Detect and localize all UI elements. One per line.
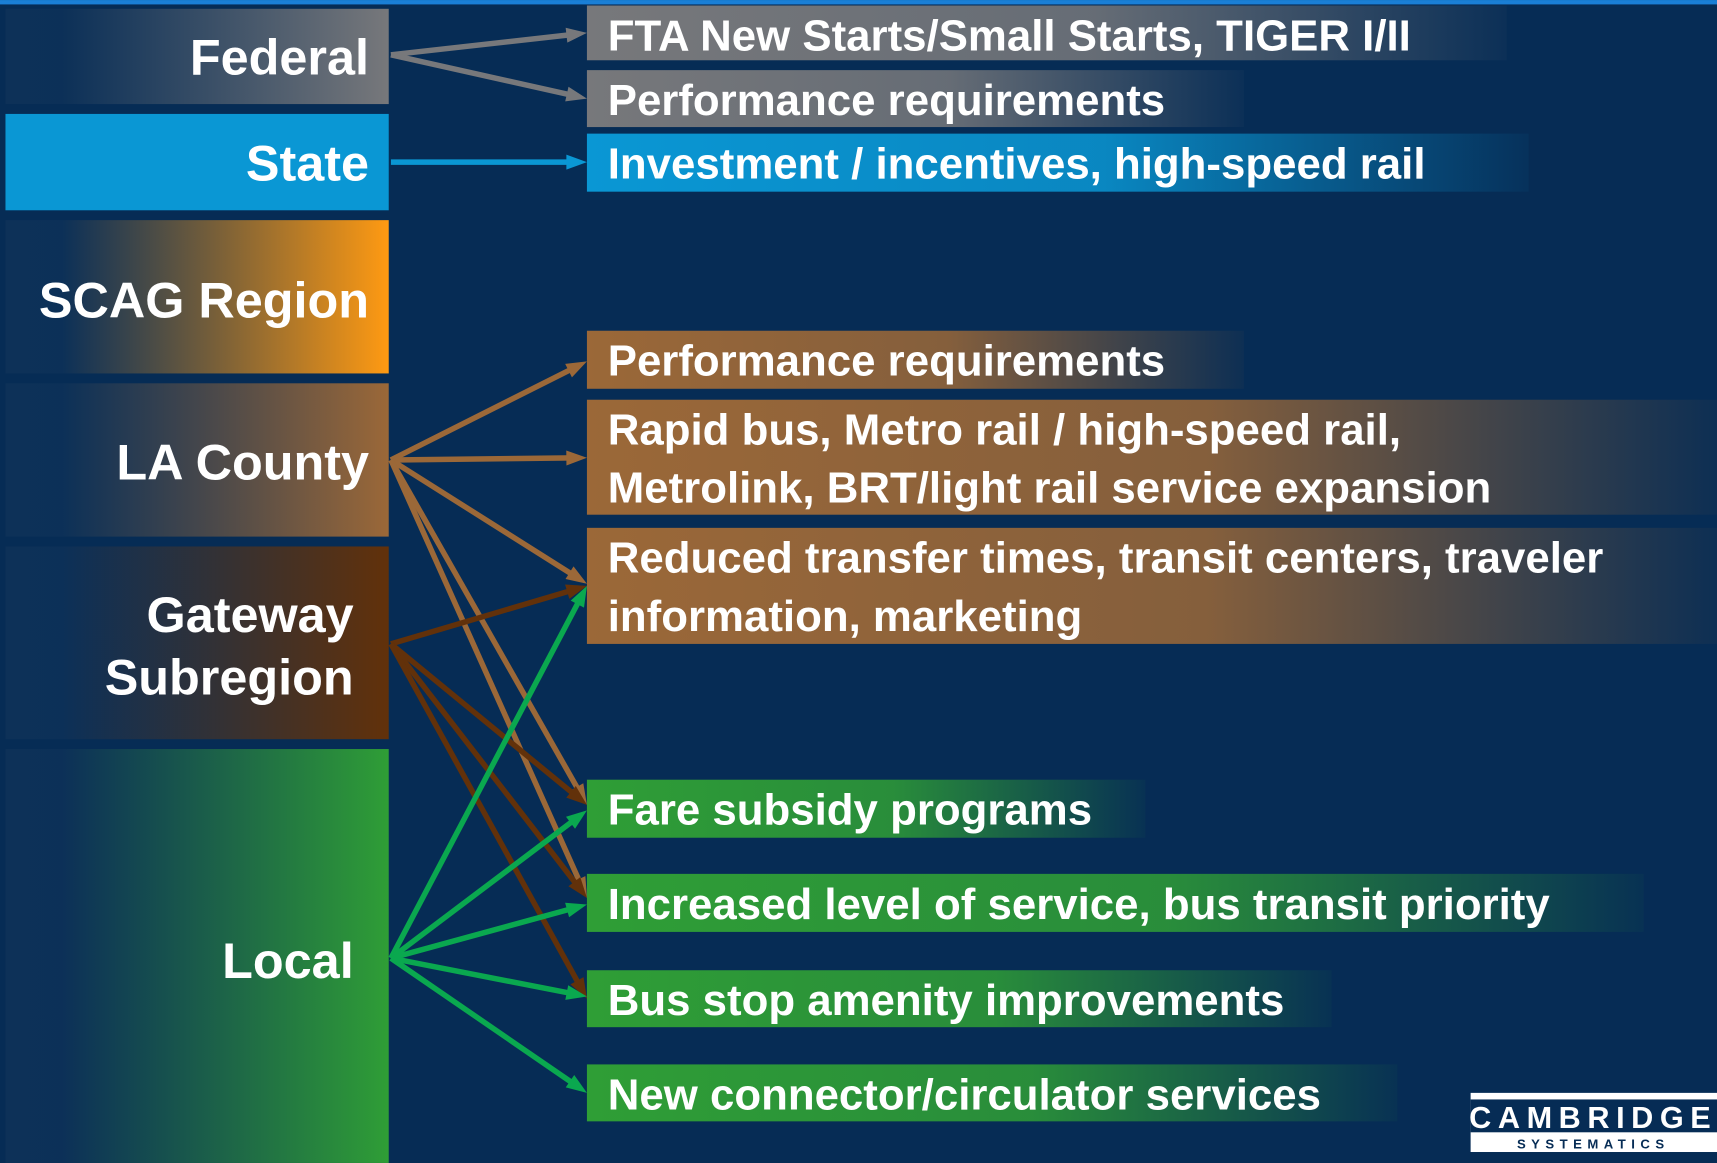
arrow: [390, 52, 575, 99]
arrow: [388, 642, 582, 890]
item-label: Metrolink, BRT/light rail service expans…: [608, 464, 1491, 513]
arrow: [390, 455, 574, 463]
top-rule: [0, 0, 1717, 5]
arrow: [389, 457, 578, 579]
arrow: [390, 586, 576, 647]
level-box: [5, 220, 389, 374]
item-box: [586, 779, 1146, 838]
item-box: [586, 330, 1244, 389]
arrow: [388, 642, 583, 989]
item-box: [586, 873, 1644, 932]
arrow-head: [565, 810, 587, 829]
arrow: [389, 816, 579, 961]
item-box: [586, 527, 1717, 644]
arrow: [389, 641, 579, 799]
item-label: information, marketing: [608, 592, 1083, 641]
arrow-head: [566, 154, 587, 170]
arrow: [388, 458, 583, 795]
arrow-head: [570, 585, 587, 608]
level-box: [5, 113, 389, 211]
level-label: Gateway: [147, 586, 354, 643]
arrow: [389, 364, 577, 463]
item-box: [586, 133, 1529, 192]
level-box: [5, 383, 389, 537]
arrow-head: [566, 450, 587, 466]
level-label: State: [246, 135, 369, 192]
item-box: [586, 1064, 1398, 1122]
level-box: [5, 8, 389, 105]
item-label: FTA New Starts/Small Starts, TIGER I/II: [608, 11, 1411, 60]
arrow-head: [570, 977, 587, 999]
item-label: Performance requirements: [608, 76, 1165, 125]
arrow-head: [565, 86, 587, 102]
arrow-head: [565, 361, 587, 378]
arrow-head: [565, 584, 587, 599]
logo: CAMBRIDGE SYSTEMATICS: [1469, 1092, 1717, 1153]
item-label: New connector/circulator services: [608, 1070, 1321, 1119]
arrow-head: [565, 902, 587, 918]
arrow-head: [565, 27, 587, 43]
item-box: [586, 70, 1244, 128]
logo-sub: SYSTEMATICS: [1517, 1137, 1670, 1152]
item-box: [586, 970, 1332, 1028]
arrows: [388, 27, 587, 1093]
arrow: [389, 955, 578, 1088]
arrow: [388, 596, 584, 960]
arrow-head: [566, 786, 587, 805]
level-label: Subregion: [105, 648, 354, 705]
item-label: Increased level of service, bus transit …: [608, 880, 1551, 929]
arrow-head: [568, 877, 587, 898]
item-label: Fare subsidy programs: [608, 786, 1092, 835]
item-label: Bus stop amenity improvements: [608, 976, 1285, 1025]
arrow-head: [565, 566, 587, 584]
level-label: Local: [222, 932, 354, 989]
item-box: [586, 5, 1507, 61]
level-label: SCAG Region: [39, 272, 369, 329]
level-box: [5, 749, 389, 1163]
item-label: Reduced transfer times, transit centers,…: [608, 534, 1604, 583]
arrow: [390, 955, 575, 997]
level-label: Federal: [190, 29, 369, 86]
arrow: [390, 905, 575, 961]
logo-band: [1470, 1099, 1717, 1133]
arrow-head: [565, 1075, 587, 1093]
arrow: [390, 31, 575, 58]
item-label: Performance requirements: [608, 337, 1165, 386]
item-box: [586, 399, 1717, 515]
arrow: [388, 458, 585, 888]
item-label: Investment / incentives, high-speed rail: [608, 140, 1426, 189]
level-box: [5, 546, 389, 740]
logo-name: CAMBRIDGE: [1469, 1101, 1717, 1135]
arrow-head: [565, 985, 587, 1000]
item-label: Rapid bus, Metro rail / high-speed rail,: [608, 406, 1401, 455]
level-label: LA County: [116, 434, 369, 491]
